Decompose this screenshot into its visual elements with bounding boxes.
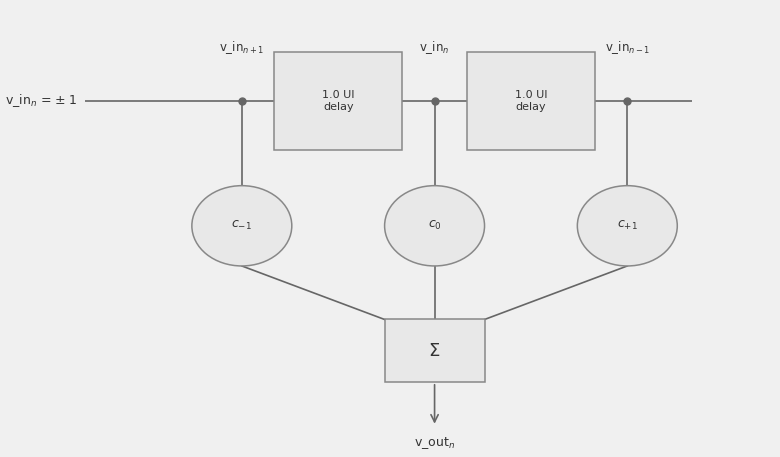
Text: v_out$_n$: v_out$_n$	[414, 436, 456, 452]
Ellipse shape	[577, 186, 677, 266]
Bar	[274, 52, 402, 150]
Bar	[385, 319, 484, 382]
Text: v_in$_n$: v_in$_n$	[420, 39, 450, 56]
Text: $c_0$: $c_0$	[427, 219, 441, 232]
Text: 1.0 UI
delay: 1.0 UI delay	[515, 90, 548, 112]
Text: $c_{+1}$: $c_{+1}$	[617, 219, 638, 232]
Ellipse shape	[385, 186, 484, 266]
Text: v_in$_{n-1}$: v_in$_{n-1}$	[604, 39, 650, 56]
Text: v_in$_n$ = ± 1: v_in$_n$ = ± 1	[5, 92, 78, 109]
Text: $\Sigma$: $\Sigma$	[428, 342, 441, 360]
Text: 1.0 UI
delay: 1.0 UI delay	[322, 90, 354, 112]
Ellipse shape	[192, 186, 292, 266]
Text: v_in$_{n+1}$: v_in$_{n+1}$	[219, 39, 264, 56]
Bar	[466, 52, 595, 150]
Text: $c_{-1}$: $c_{-1}$	[232, 219, 252, 232]
